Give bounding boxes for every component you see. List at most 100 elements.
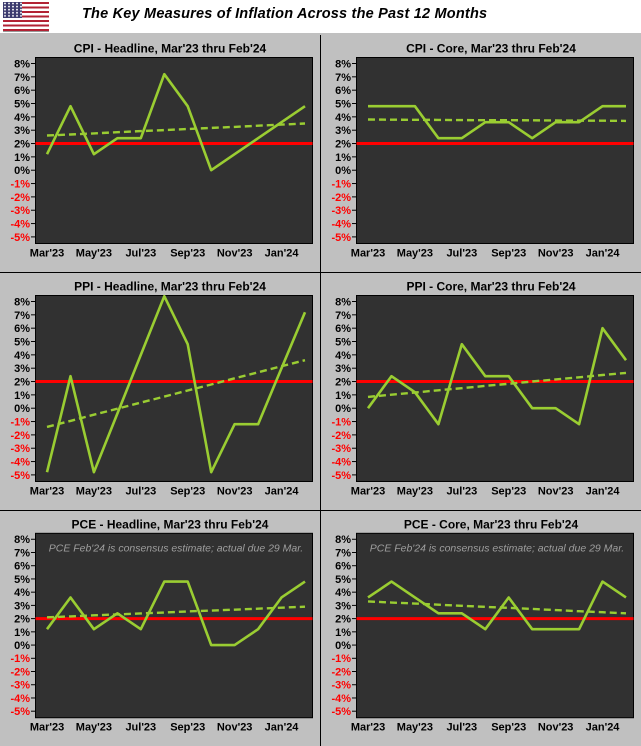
- chart-panel-cpi-headline: CPI - Headline, Mar'23 thru Feb'24 8% 7% 6%…: [0, 35, 320, 272]
- title-bar: The Key Measures of Inflation Across the…: [0, 0, 641, 33]
- svg-text:-4%: -4%: [331, 457, 351, 469]
- svg-text:Jan'24: Jan'24: [586, 248, 621, 260]
- svg-text:6%: 6%: [14, 323, 30, 335]
- svg-text:4%: 4%: [14, 350, 30, 362]
- svg-text:Nov'23: Nov'23: [538, 248, 574, 260]
- svg-text:2%: 2%: [335, 377, 351, 389]
- svg-text:Sep'23: Sep'23: [491, 486, 526, 498]
- svg-text:Nov'23: Nov'23: [217, 248, 253, 260]
- svg-text:Sep'23: Sep'23: [170, 248, 205, 260]
- svg-text:Mar'23: Mar'23: [30, 722, 64, 734]
- svg-text:1%: 1%: [335, 390, 351, 402]
- svg-text:Sep'23: Sep'23: [170, 722, 205, 734]
- chart-panel-ppi-headline: PPI - Headline, Mar'23 thru Feb'24 8% 7% 6%…: [0, 272, 320, 510]
- svg-text:-3%: -3%: [10, 205, 30, 217]
- svg-text:4%: 4%: [14, 112, 30, 124]
- svg-text:7%: 7%: [335, 72, 351, 84]
- svg-text:2%: 2%: [14, 377, 30, 389]
- svg-text:-3%: -3%: [331, 680, 351, 692]
- svg-text:Jan'24: Jan'24: [265, 486, 300, 498]
- svg-text:1%: 1%: [14, 152, 30, 164]
- svg-text:3%: 3%: [14, 600, 30, 612]
- svg-text:May'23: May'23: [76, 486, 112, 498]
- svg-text:Jul'23: Jul'23: [446, 248, 477, 260]
- svg-text:3%: 3%: [335, 600, 351, 612]
- svg-text:Jul'23: Jul'23: [446, 722, 477, 734]
- svg-text:-3%: -3%: [331, 205, 351, 217]
- svg-text:4%: 4%: [335, 587, 351, 599]
- svg-text:0%: 0%: [14, 640, 30, 652]
- svg-text:6%: 6%: [335, 561, 351, 573]
- chart-panel-pce-core: PCE - Core, Mar'23 thru Feb'24 8% 7% 6% 5% 4%…: [320, 510, 641, 746]
- svg-text:8%: 8%: [14, 59, 30, 71]
- charts-grid: CPI - Headline, Mar'23 thru Feb'24 8% 7% 6%…: [0, 35, 641, 746]
- svg-text:3%: 3%: [335, 363, 351, 375]
- svg-text:CPI - Headline, Mar'23 thru Fe: CPI - Headline, Mar'23 thru Feb'24: [74, 42, 267, 56]
- svg-text:0%: 0%: [335, 640, 351, 652]
- svg-text:1%: 1%: [335, 152, 351, 164]
- cpi-headline-chart: CPI - Headline, Mar'23 thru Feb'24 8%7%6%…: [10, 42, 313, 260]
- page-title: The Key Measures of Inflation Across the…: [82, 6, 488, 22]
- svg-text:Jul'23: Jul'23: [125, 486, 156, 498]
- svg-text:-1%: -1%: [331, 179, 351, 191]
- svg-text:May'23: May'23: [397, 248, 433, 260]
- svg-text:3%: 3%: [335, 125, 351, 137]
- svg-text:PCE - Core, Mar'23 thru Feb'24: PCE - Core, Mar'23 thru Feb'24: [404, 517, 579, 531]
- svg-text:8%: 8%: [335, 59, 351, 71]
- svg-text:Mar'23: Mar'23: [351, 248, 385, 260]
- svg-text:Jan'24: Jan'24: [265, 722, 300, 734]
- svg-text:-1%: -1%: [331, 653, 351, 665]
- svg-text:7%: 7%: [14, 72, 30, 84]
- svg-text:May'23: May'23: [76, 248, 112, 260]
- svg-text:2%: 2%: [14, 614, 30, 626]
- svg-text:Nov'23: Nov'23: [217, 722, 253, 734]
- svg-text:May'23: May'23: [397, 486, 433, 498]
- svg-text:4%: 4%: [14, 587, 30, 599]
- svg-text:-1%: -1%: [10, 653, 30, 665]
- svg-text:Sep'23: Sep'23: [170, 486, 205, 498]
- svg-text:0%: 0%: [335, 165, 351, 177]
- svg-text:Nov'23: Nov'23: [217, 486, 253, 498]
- svg-text:4%: 4%: [335, 350, 351, 362]
- svg-text:-2%: -2%: [331, 430, 351, 442]
- svg-text:5%: 5%: [335, 337, 351, 349]
- svg-text:Jul'23: Jul'23: [125, 248, 156, 260]
- svg-text:1%: 1%: [14, 627, 30, 639]
- svg-text:-2%: -2%: [10, 667, 30, 679]
- svg-text:-5%: -5%: [10, 470, 30, 482]
- svg-text:Mar'23: Mar'23: [351, 722, 385, 734]
- svg-text:PCE Feb'24 is consensus estima: PCE Feb'24 is consensus estimate; actual…: [370, 544, 624, 555]
- svg-text:-3%: -3%: [10, 443, 30, 455]
- svg-text:-2%: -2%: [331, 192, 351, 204]
- svg-text:Jul'23: Jul'23: [446, 486, 477, 498]
- svg-text:3%: 3%: [14, 125, 30, 137]
- svg-text:-5%: -5%: [331, 470, 351, 482]
- svg-text:-3%: -3%: [10, 680, 30, 692]
- svg-text:8%: 8%: [14, 297, 30, 309]
- svg-text:May'23: May'23: [76, 722, 112, 734]
- svg-text:7%: 7%: [335, 547, 351, 559]
- svg-text:Mar'23: Mar'23: [30, 486, 64, 498]
- svg-text:-5%: -5%: [10, 706, 30, 718]
- svg-text:6%: 6%: [335, 323, 351, 335]
- svg-text:Mar'23: Mar'23: [30, 248, 64, 260]
- svg-text:0%: 0%: [14, 403, 30, 415]
- us-flag-icon: [3, 2, 49, 31]
- ppi-headline-chart: PPI - Headline, Mar'23 thru Feb'24 8%7%6%…: [10, 280, 313, 498]
- svg-text:-5%: -5%: [10, 232, 30, 244]
- svg-text:Jan'24: Jan'24: [586, 486, 621, 498]
- svg-text:8%: 8%: [14, 534, 30, 546]
- svg-text:May'23: May'23: [397, 722, 433, 734]
- svg-text:-1%: -1%: [10, 179, 30, 191]
- svg-text:PCE Feb'24 is consensus estima: PCE Feb'24 is consensus estimate; actual…: [49, 544, 303, 555]
- svg-text:-5%: -5%: [331, 706, 351, 718]
- svg-text:Sep'23: Sep'23: [491, 722, 526, 734]
- svg-text:1%: 1%: [14, 390, 30, 402]
- chart-panel-cpi-core: CPI - Core, Mar'23 thru Feb'24 8% 7% 6% 5% 4%…: [320, 35, 641, 272]
- svg-text:-3%: -3%: [331, 443, 351, 455]
- svg-text:8%: 8%: [335, 534, 351, 546]
- svg-text:Sep'23: Sep'23: [491, 248, 526, 260]
- svg-text:-4%: -4%: [10, 693, 30, 705]
- svg-text:PPI - Core, Mar'23 thru Feb'24: PPI - Core, Mar'23 thru Feb'24: [406, 280, 575, 294]
- svg-text:-2%: -2%: [10, 192, 30, 204]
